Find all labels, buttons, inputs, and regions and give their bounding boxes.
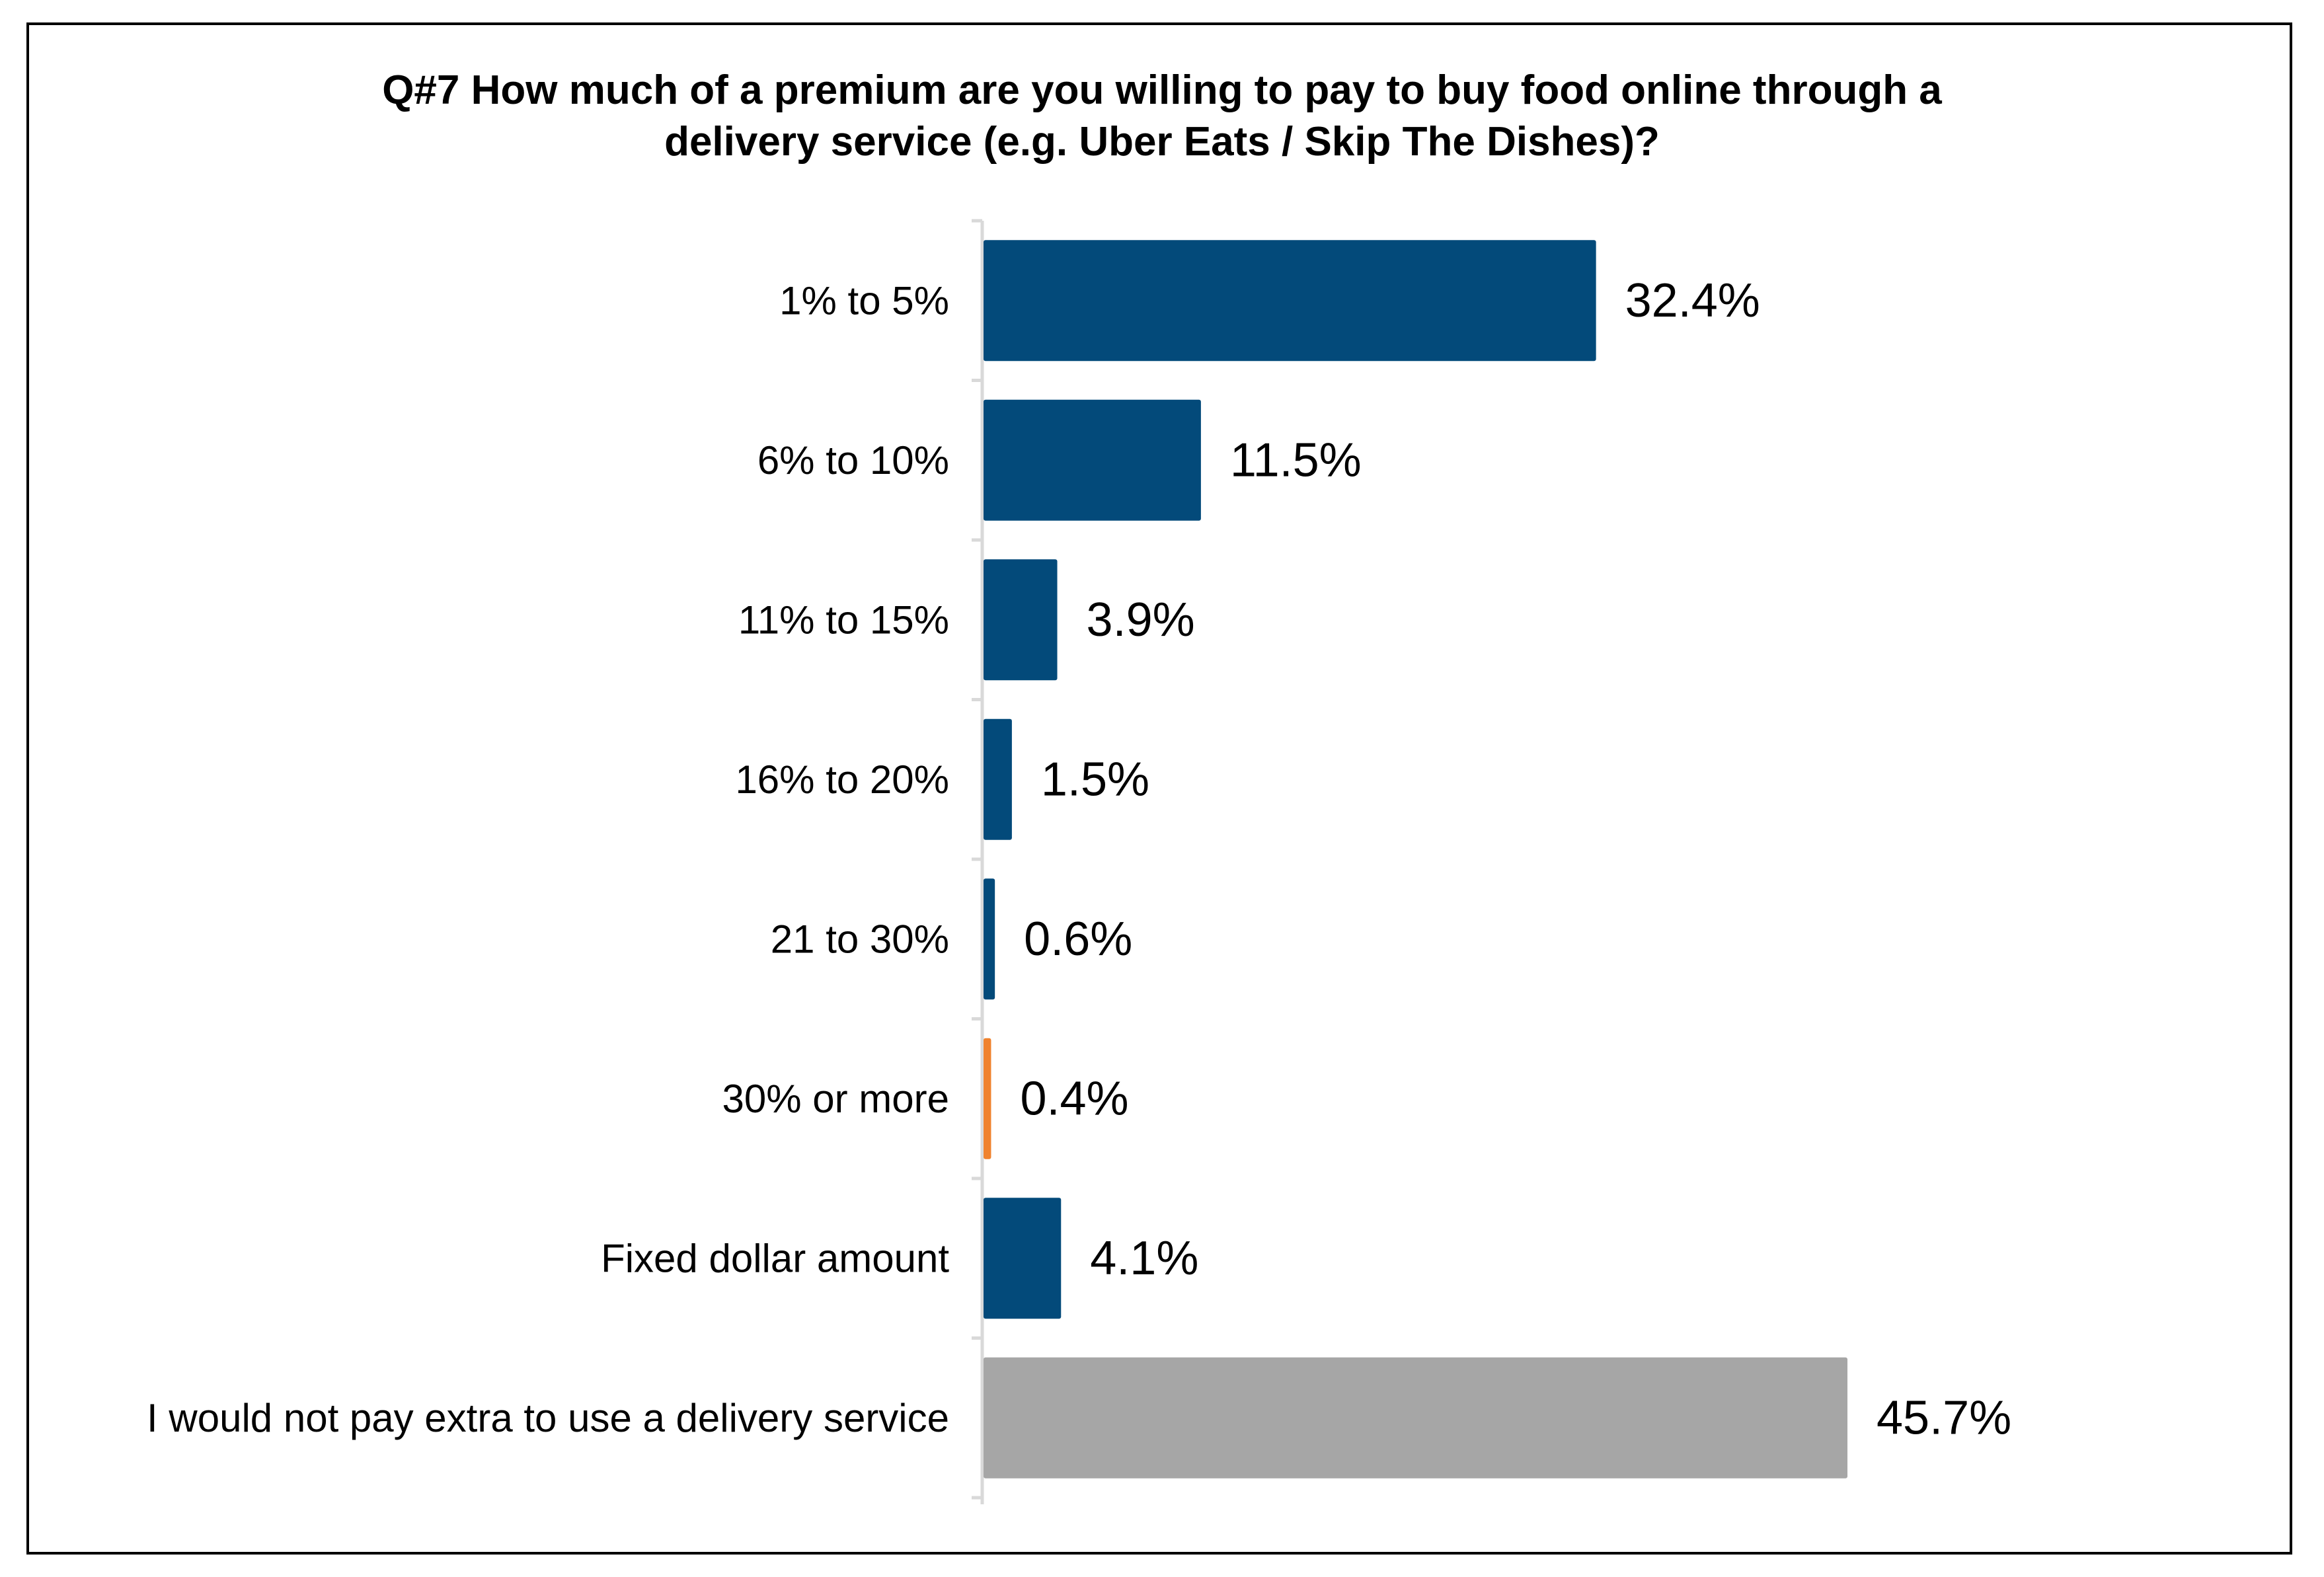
bar <box>984 1357 1848 1479</box>
category-label: 16% to 20% <box>735 757 949 802</box>
category-label: I would not pay extra to use a delivery … <box>147 1396 949 1440</box>
value-label: 45.7% <box>1877 1391 2011 1444</box>
category-label: 1% to 5% <box>779 278 949 323</box>
value-label: 0.4% <box>1020 1072 1128 1125</box>
category-label: Fixed dollar amount <box>601 1236 949 1280</box>
category-label: 11% to 15% <box>738 597 949 642</box>
category-label: 30% or more <box>722 1077 949 1121</box>
chart-title: Q#7 How much of a premium are you willin… <box>29 65 2295 168</box>
bar <box>984 718 1012 840</box>
category-label: 21 to 30% <box>771 917 949 961</box>
bar <box>984 240 1596 362</box>
chart-title-line-2: delivery service (e.g. Uber Eats / Skip … <box>664 119 1660 165</box>
bar <box>984 878 995 1000</box>
bar <box>984 1198 1062 1319</box>
category-label: 6% to 10% <box>757 438 949 482</box>
bar <box>984 1038 991 1159</box>
chart-title-line-1: Q#7 How much of a premium are you willin… <box>382 67 1942 113</box>
value-label: 11.5% <box>1230 434 1362 486</box>
chart-frame: Q#7 How much of a premium are you willin… <box>26 22 2292 1555</box>
value-label: 0.6% <box>1024 913 1132 966</box>
value-label: 1.5% <box>1041 753 1149 806</box>
bar <box>984 559 1058 681</box>
value-label: 3.9% <box>1087 594 1195 646</box>
bar <box>984 399 1201 521</box>
value-label: 4.1% <box>1090 1232 1198 1285</box>
value-label: 32.4% <box>1625 274 1760 327</box>
bar-chart: 1% to 5% 32.4% 6% to 10% 11.5% 11% to 15% 3.9… <box>147 219 2011 1504</box>
